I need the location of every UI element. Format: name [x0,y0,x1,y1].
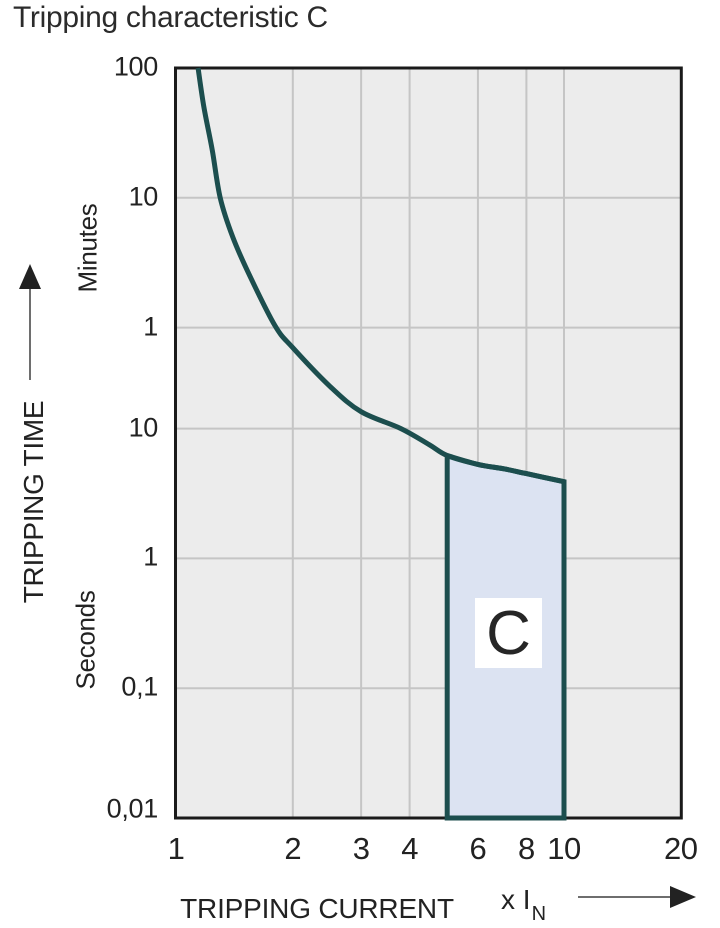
y-tick-label: 1 [143,311,158,342]
plot-border [174,66,683,820]
y-tick-label: 10 [128,412,159,443]
x-tick-label: 20 [664,831,698,866]
up-arrow-icon [19,264,41,380]
x-axis-unit-subscript: N [531,902,547,925]
x-axis-unit: x IN [501,884,547,925]
tripping-curve [195,67,565,485]
y-unit-label-minutes: Minutes [72,203,103,293]
x-tick-label: 1 [167,831,185,866]
region-label: C [475,598,542,668]
y-tick-label: 0,1 [121,671,158,702]
up-arrow-head [19,264,41,289]
x-tick-label: 8 [518,831,535,866]
y-tick-label: 0,01 [106,793,159,824]
right-arrow-icon [578,886,696,908]
x-axis-title: TRIPPING CURRENT [180,893,454,924]
figure-title: Tripping characteristic C [13,1,328,34]
y-tick-label: 100 [113,51,158,82]
x-tick-label: 10 [547,831,581,866]
x-axis-unit-prefix: x I [501,884,531,915]
y-tick-label: 1 [143,541,158,572]
right-arrow-head [670,886,696,908]
x-tick-label: 2 [284,831,302,866]
x-tick-label: 3 [352,831,370,866]
y-tick-label: 10 [128,181,159,212]
x-tick-label: 4 [401,831,418,866]
x-tick-label: 6 [469,831,487,866]
